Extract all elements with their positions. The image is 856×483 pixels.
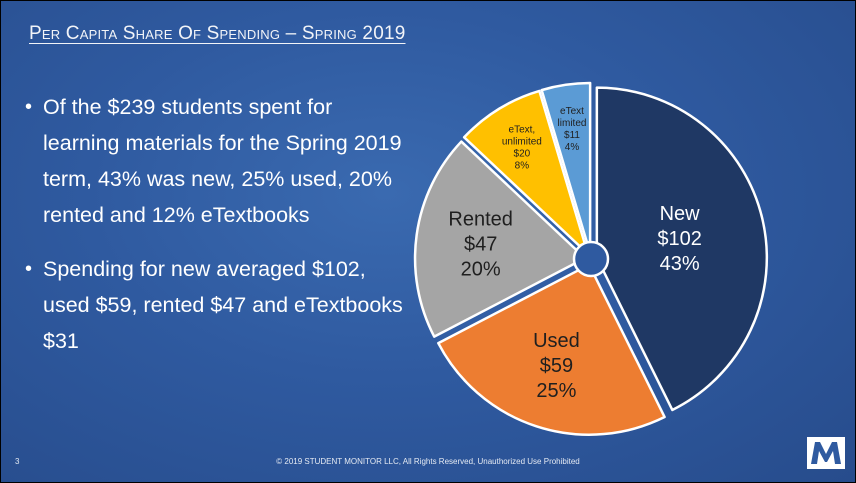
pie-center-hub	[572, 240, 610, 278]
pie-slice-label: 25%	[536, 380, 576, 402]
bullet-dot-icon: •	[25, 96, 33, 118]
pie-slice-label: Used	[533, 330, 580, 352]
pie-slice	[595, 86, 769, 412]
pie-slice-label: unlimited	[502, 136, 542, 147]
pie-slice-label: $59	[540, 355, 573, 377]
bullet-item: • Spending for new averaged $102, used $…	[25, 251, 405, 359]
pie-slice-label: limited	[558, 118, 587, 129]
pie-slice	[437, 263, 666, 436]
pie-slice-label: 4%	[565, 142, 580, 153]
pie-slice-label: $47	[464, 234, 497, 256]
bullet-text: Spending for new averaged $102, used $59…	[43, 257, 403, 353]
pie-slice-label: $102	[657, 228, 702, 250]
bullet-item: • Of the $239 students spent for learnin…	[25, 89, 405, 233]
pie-slice	[413, 140, 587, 338]
pie-slice-group: Used $59 25%	[437, 263, 666, 436]
copyright-footer: © 2019 STUDENT MONITOR LLC, All Rights R…	[276, 457, 580, 466]
slide-number: 3	[15, 457, 20, 466]
student-monitor-logo-icon	[807, 437, 845, 469]
pie-slice-label: eText,	[509, 124, 536, 135]
pie-slice	[540, 81, 592, 255]
pie-slice-label: 20%	[461, 259, 501, 281]
slide-title: Per Capita Share Of Spending – Spring 20…	[29, 23, 406, 44]
pie-slice	[462, 89, 590, 256]
pie-slice-group: New $102 43%	[595, 86, 769, 412]
pie-slice-label: eText	[560, 106, 584, 117]
pie-slice-label: New	[660, 203, 701, 225]
bullet-text: Of the $239 students spent for learning …	[43, 95, 402, 227]
pie-slice-label: $20	[514, 148, 531, 159]
pie-chart: New $102 43% Used $59 25% Rented $47 20% eText,un…	[413, 81, 769, 436]
pie-slice-group: eText,unlimited$208%	[462, 89, 590, 256]
pie-slice-label: 43%	[660, 253, 700, 275]
pie-slice-group: Rented $47 20%	[413, 140, 587, 338]
bullet-list: • Of the $239 students spent for learnin…	[25, 89, 405, 377]
pie-slice-label: Rented	[448, 209, 512, 231]
bullet-dot-icon: •	[25, 258, 33, 280]
pie-slice-label: $11	[564, 130, 580, 141]
pie-slice-label: 8%	[515, 160, 530, 171]
